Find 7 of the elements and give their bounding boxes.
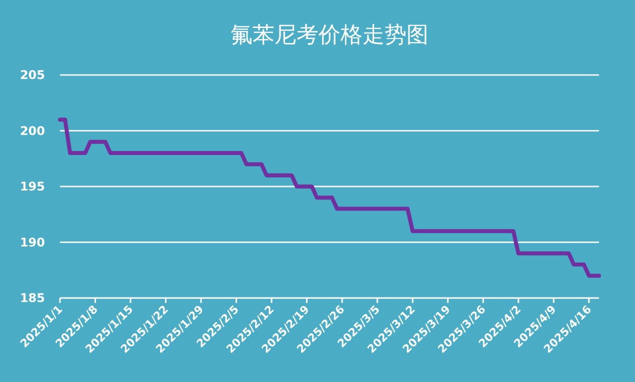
- y-tick-label: 200: [20, 124, 45, 138]
- y-tick-label: 190: [20, 235, 45, 250]
- y-tick-label: 185: [20, 291, 45, 305]
- line-series: [58, 118, 601, 278]
- chart-title: 氟苯尼考价格走势图: [230, 23, 428, 48]
- y-tick-label: 205: [20, 68, 45, 82]
- y-tick-label: 195: [20, 180, 45, 194]
